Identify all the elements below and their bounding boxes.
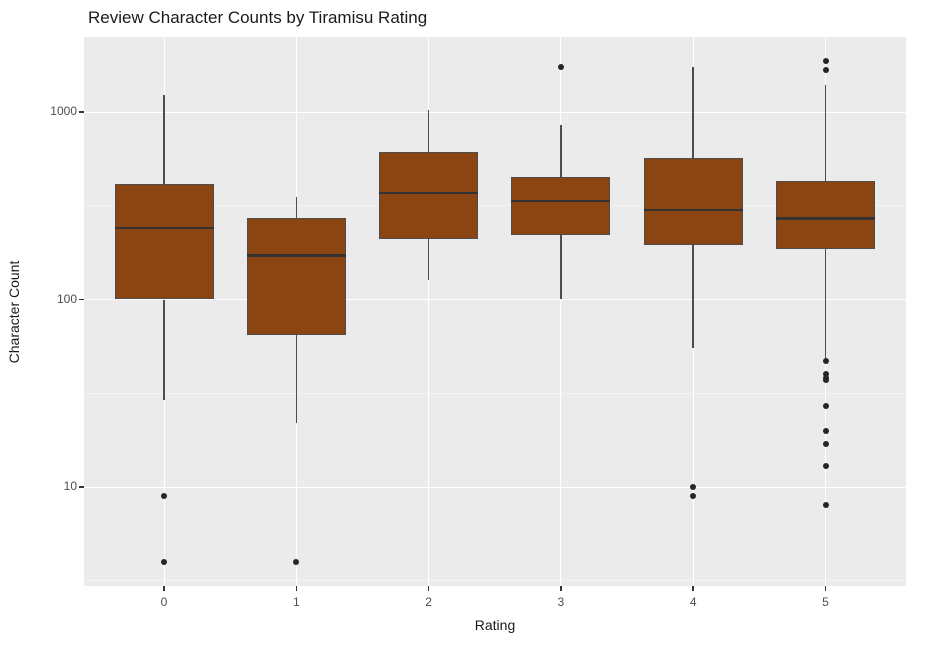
outlier-point (690, 484, 697, 490)
box-rating-1 (246, 218, 346, 335)
category-gridline (428, 37, 430, 586)
outlier-point (822, 377, 829, 384)
box-rating-0 (114, 183, 214, 300)
major-gridline (84, 299, 906, 300)
box-rating-2 (379, 152, 479, 240)
lower-whisker (427, 239, 430, 281)
minor-gridline (84, 580, 906, 582)
median-line (114, 226, 214, 230)
upper-whisker (560, 125, 562, 177)
median-line (643, 208, 743, 212)
median-line (379, 191, 479, 195)
median-line (776, 217, 875, 220)
outlier-point (822, 357, 829, 364)
x-tick-label: 1 (292, 595, 300, 609)
upper-whisker (295, 197, 298, 218)
outlier-point (822, 66, 829, 73)
lower-whisker (163, 299, 165, 401)
x-tick-label: 3 (557, 595, 565, 609)
lower-whisker (295, 334, 298, 423)
x-tick-label: 2 (425, 595, 432, 609)
plot-panel (84, 37, 906, 586)
x-tick-label: 4 (689, 595, 697, 609)
y-tick-mark (79, 486, 84, 488)
x-tick-mark (163, 586, 165, 591)
box-rating-5 (776, 180, 875, 250)
outlier-point (161, 492, 167, 499)
category-gridline (560, 37, 562, 586)
lower-whisker (692, 245, 694, 349)
outlier-point (557, 64, 564, 71)
outlier-point (690, 492, 697, 499)
upper-whisker (824, 84, 827, 181)
x-tick-mark (295, 586, 298, 591)
x-tick-mark (427, 586, 430, 591)
box-rating-3 (511, 177, 611, 236)
box-rating-4 (643, 158, 743, 246)
upper-whisker (427, 109, 430, 153)
minor-gridline (84, 205, 906, 207)
x-tick-mark (824, 586, 827, 591)
x-tick-label: 5 (822, 595, 829, 609)
y-tick-label: 1000 (50, 104, 77, 118)
outlier-point (822, 403, 829, 410)
outlier-point (822, 371, 829, 378)
outlier-point (161, 558, 167, 565)
outlier-point (822, 462, 829, 469)
upper-whisker (163, 95, 165, 184)
y-axis-title: Character Count (6, 260, 22, 364)
x-tick-mark (560, 586, 562, 591)
outlier-point (293, 558, 300, 565)
median-line (511, 199, 611, 203)
lower-whisker (824, 249, 827, 360)
outlier-point (822, 502, 829, 509)
chart-title: Review Character Counts by Tiramisu Rati… (88, 8, 428, 27)
y-tick-label: 100 (56, 291, 77, 306)
major-gridline (84, 111, 906, 113)
minor-gridline (84, 392, 906, 394)
lower-whisker (560, 235, 562, 300)
y-tick-label: 10 (63, 479, 77, 493)
median-line (246, 254, 346, 257)
outlier-point (822, 440, 829, 447)
outlier-point (822, 58, 829, 65)
x-tick-mark (692, 586, 694, 591)
y-tick-mark (79, 111, 84, 113)
y-tick-mark (79, 298, 84, 301)
upper-whisker (692, 66, 694, 159)
x-axis-title: Rating (474, 617, 516, 633)
major-gridline (84, 486, 906, 488)
x-tick-label: 0 (160, 595, 168, 609)
outlier-point (822, 427, 829, 434)
